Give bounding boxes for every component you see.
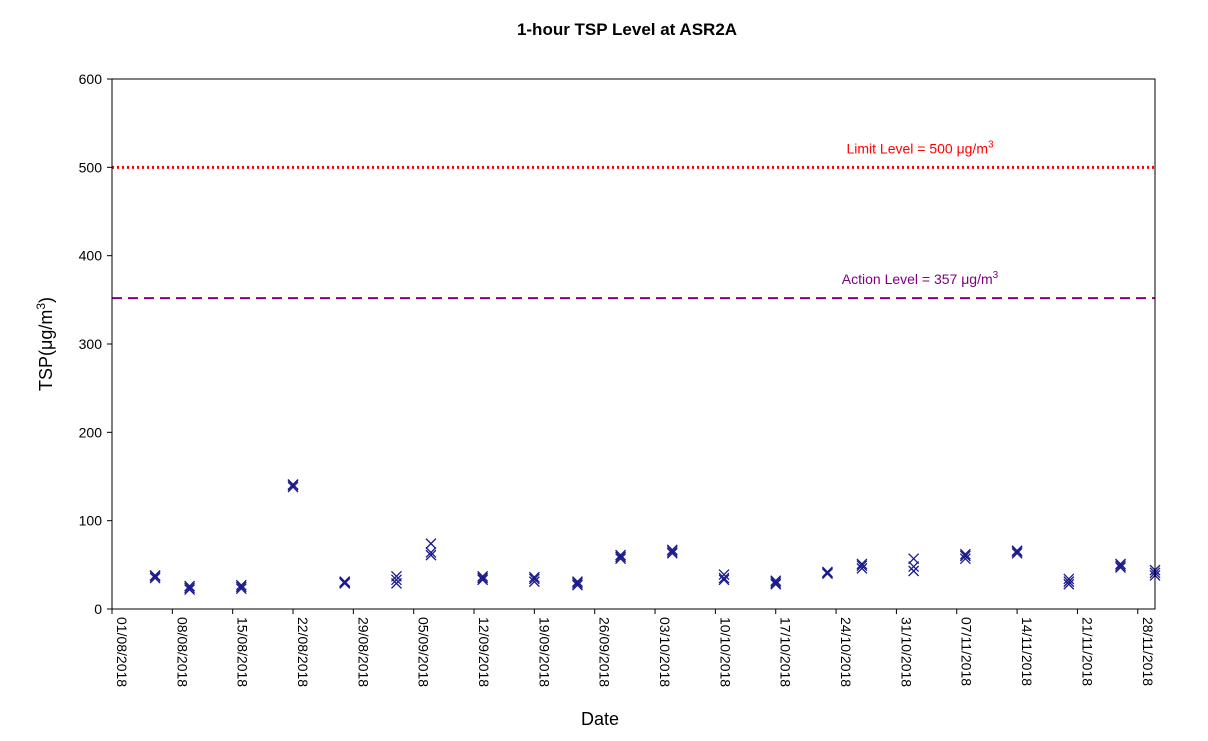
data-point xyxy=(908,565,920,577)
data-point xyxy=(425,538,437,550)
x-axis-ticks: 01/08/2018 08/08/2018 15/08/2018 22/08/2018… xyxy=(111,609,1156,687)
data-point xyxy=(184,584,196,596)
data-point xyxy=(572,576,583,588)
data-point xyxy=(959,548,971,560)
data-point xyxy=(425,547,437,558)
data-point xyxy=(1011,546,1023,558)
data-point xyxy=(770,578,782,590)
y-tick-label: 200 xyxy=(79,424,103,440)
plot-area-border xyxy=(111,78,1156,610)
x-tick-label: 26/09/2018 xyxy=(597,617,613,687)
data-point xyxy=(959,550,971,562)
data-point xyxy=(770,575,782,587)
reference-line-label-text: Limit Level = 500 μg/m xyxy=(846,140,988,156)
data-point xyxy=(184,582,196,594)
x-tick-label: 08/08/2018 xyxy=(174,617,190,687)
data-point xyxy=(149,572,161,584)
data-point xyxy=(1063,576,1075,588)
reference-line-label-sup: 3 xyxy=(988,139,994,150)
data-point xyxy=(1115,562,1126,573)
data-point xyxy=(666,544,678,556)
data-point xyxy=(959,553,971,565)
x-axis-title: Date xyxy=(581,709,619,729)
data-point xyxy=(572,577,583,589)
reference-line-label-sup: 3 xyxy=(993,270,999,281)
x-tick-label: 17/10/2018 xyxy=(778,617,794,687)
data-point xyxy=(718,574,730,586)
y-tick-label: 100 xyxy=(79,513,103,529)
reference-line-label-text: Action Level = 357 μg/m xyxy=(842,271,993,287)
x-tick-label: 29/08/2018 xyxy=(355,617,371,687)
data-point xyxy=(528,576,540,588)
data-point xyxy=(908,553,920,565)
data-point xyxy=(390,577,402,589)
y-tick-label: 500 xyxy=(79,159,103,175)
data-point xyxy=(235,581,247,593)
y-tick-label: 0 xyxy=(94,601,102,617)
data-point xyxy=(528,573,540,585)
data-point xyxy=(477,570,489,582)
x-tick-label: 24/10/2018 xyxy=(838,617,854,687)
x-tick-label: 31/10/2018 xyxy=(898,617,914,687)
chart-title: 1-hour TSP Level at ASR2A xyxy=(517,20,737,39)
data-point xyxy=(615,549,627,561)
data-point xyxy=(856,560,868,572)
x-tick-label: 10/10/2018 xyxy=(717,617,733,687)
y-axis-title: TSP(μg/m3) xyxy=(34,297,56,391)
data-point xyxy=(718,569,730,581)
x-tick-label: 21/11/2018 xyxy=(1079,617,1095,686)
x-tick-label: 03/10/2018 xyxy=(657,617,673,687)
data-point xyxy=(528,571,540,583)
data-points xyxy=(149,478,1161,596)
data-point xyxy=(184,580,196,592)
data-point xyxy=(821,567,833,579)
data-point xyxy=(1115,560,1126,572)
data-point xyxy=(477,572,489,584)
data-point xyxy=(615,553,627,565)
data-point xyxy=(856,562,868,574)
x-tick-label: 22/08/2018 xyxy=(295,617,311,687)
data-point xyxy=(287,481,299,493)
data-point xyxy=(908,561,920,573)
data-point xyxy=(666,547,678,559)
data-point xyxy=(390,574,402,586)
x-tick-label: 07/11/2018 xyxy=(959,617,975,686)
data-point xyxy=(770,577,782,588)
x-tick-label: 01/08/2018 xyxy=(114,617,130,687)
y-axis-title-sup: 3 xyxy=(34,303,48,310)
x-tick-label: 05/09/2018 xyxy=(416,617,432,687)
data-point xyxy=(235,579,247,591)
data-point xyxy=(615,551,627,563)
x-tick-label: 14/11/2018 xyxy=(1019,617,1035,686)
data-point xyxy=(149,570,161,582)
data-point xyxy=(856,558,868,570)
data-point xyxy=(1011,547,1023,559)
y-axis-title-close: ) xyxy=(36,297,56,303)
data-point xyxy=(477,574,489,586)
data-point xyxy=(1063,573,1075,585)
data-point xyxy=(425,549,437,561)
y-tick-label: 300 xyxy=(79,336,103,352)
y-tick-label: 600 xyxy=(79,71,103,87)
x-tick-label: 28/11/2018 xyxy=(1140,617,1156,686)
data-point xyxy=(287,478,299,490)
reference-line-label: Action Level = 357 μg/m3 xyxy=(842,270,999,287)
x-tick-label: 12/09/2018 xyxy=(476,617,492,687)
data-point xyxy=(572,579,583,591)
y-tick-label: 400 xyxy=(79,248,103,264)
reference-line-label: Limit Level = 500 μg/m3 xyxy=(846,139,994,156)
data-point xyxy=(339,577,351,588)
data-point xyxy=(235,583,247,595)
data-point xyxy=(666,546,678,558)
data-point xyxy=(1115,558,1126,570)
y-axis-ticks: 0 100 200 300 400 500 600 xyxy=(79,71,112,617)
x-tick-label: 19/09/2018 xyxy=(536,617,552,687)
data-point xyxy=(718,572,730,584)
data-point xyxy=(1063,578,1075,590)
y-axis-title-text: TSP(μg/m xyxy=(36,310,56,391)
x-tick-label: 15/08/2018 xyxy=(235,617,251,687)
